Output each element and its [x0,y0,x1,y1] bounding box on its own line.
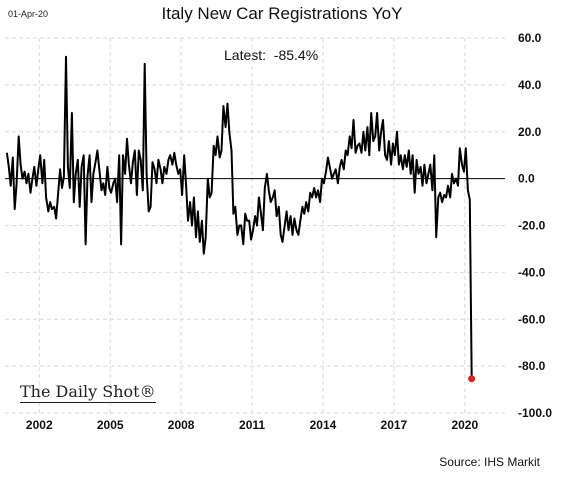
y-tick-label: -100.0 [518,406,552,420]
latest-point-marker [468,375,476,383]
y-tick-label: -60.0 [518,312,546,326]
y-tick-label: 0.0 [518,172,535,186]
x-axis-ticks: 2002 2005 2008 2011 2014 2017 2020 [26,418,479,432]
y-tick-label: 60.0 [518,31,542,45]
date-stamp: 01-Apr-20 [8,9,49,19]
y-tick-label: 20.0 [518,125,542,139]
x-tick-label: 2005 [97,418,124,432]
series-line-group [5,55,476,383]
x-tick-label: 2020 [451,418,478,432]
y-axis-ticks: 60.0 40.0 20.0 0.0 -20.0 -40.0 -60.0 -80.0 -100.… [518,31,552,420]
x-tick-label: 2002 [26,418,53,432]
chart-title: Italy New Car Registrations YoY [161,4,403,23]
y-tick-label: -20.0 [518,219,546,233]
x-tick-label: 2011 [239,418,265,432]
source-note: Source: IHS Markit [439,455,540,469]
latest-value-annotation: Latest: -85.4% [224,47,319,63]
series-line [5,55,473,379]
brand-logo: The Daily Shot® [20,382,156,403]
y-tick-label: 40.0 [518,78,542,92]
x-tick-label: 2017 [381,418,408,432]
grid-lines [5,37,505,414]
x-tick-label: 2014 [310,418,337,432]
x-tick-label: 2008 [168,418,195,432]
y-tick-label: -80.0 [518,359,546,373]
y-tick-label: -40.0 [518,265,546,279]
